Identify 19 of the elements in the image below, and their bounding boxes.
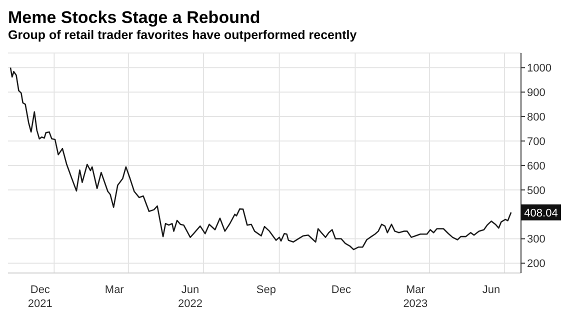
y-tick-label: 700	[527, 136, 546, 148]
x-tick-label: Mar 2023	[403, 284, 428, 310]
y-tick-label: 900	[527, 87, 546, 100]
x-tick-label: Dec 2021	[28, 284, 52, 310]
y-tick-label: 800	[527, 111, 546, 124]
x-tick-label: Jun 2022	[178, 284, 203, 310]
chart-title: Meme Stocks Stage a Rebound	[8, 8, 262, 27]
y-tick-label: 600	[527, 160, 546, 172]
chart-subtitle: Group of retail trader favorites have outperformed recently	[8, 27, 358, 43]
x-tick-label: Sep	[256, 284, 276, 296]
x-tick-label: Dec	[331, 284, 352, 296]
y-tick-label: 300	[527, 234, 546, 246]
y-tick-label: 200	[527, 258, 546, 270]
y-tick-label: 500	[527, 184, 546, 197]
line-series	[10, 67, 512, 250]
x-tick-label: Jun	[482, 284, 500, 296]
y-tick-label: 1000	[527, 62, 552, 75]
annotation: 408.04	[524, 207, 558, 220]
x-tick-label: Mar	[104, 284, 124, 296]
